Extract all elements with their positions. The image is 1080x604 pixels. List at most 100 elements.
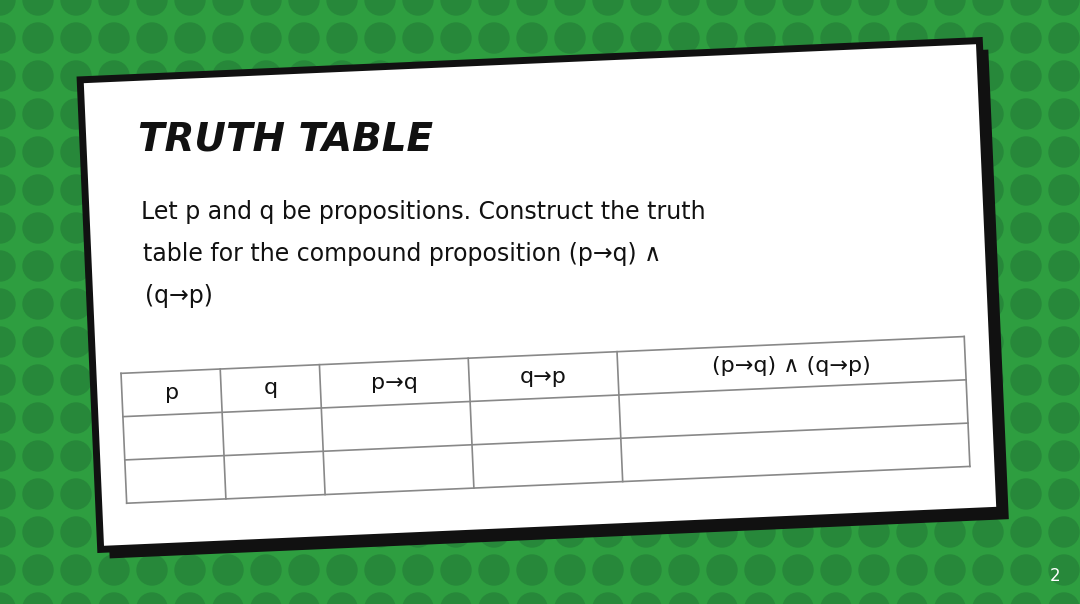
Circle shape [251,479,281,509]
Circle shape [213,479,243,509]
Circle shape [859,403,889,433]
Circle shape [593,593,623,604]
Circle shape [897,327,927,357]
Circle shape [480,365,509,395]
Circle shape [137,99,167,129]
Circle shape [935,555,966,585]
Circle shape [935,213,966,243]
Circle shape [783,403,813,433]
Circle shape [289,61,319,91]
Circle shape [1011,441,1041,471]
Circle shape [669,403,699,433]
Circle shape [175,365,205,395]
Circle shape [480,593,509,604]
Circle shape [745,365,775,395]
Circle shape [23,23,53,53]
Circle shape [365,555,395,585]
Circle shape [1011,61,1041,91]
Text: 2: 2 [1050,567,1059,585]
Circle shape [973,365,1003,395]
Circle shape [973,61,1003,91]
Circle shape [555,403,585,433]
Circle shape [821,403,851,433]
Circle shape [23,175,53,205]
Circle shape [480,137,509,167]
Circle shape [593,251,623,281]
Circle shape [973,23,1003,53]
Circle shape [1011,213,1041,243]
Circle shape [973,251,1003,281]
Circle shape [213,23,243,53]
Circle shape [821,175,851,205]
Circle shape [1049,441,1079,471]
Circle shape [327,289,357,319]
Circle shape [441,251,471,281]
Circle shape [745,0,775,15]
Circle shape [1011,23,1041,53]
Circle shape [631,0,661,15]
Circle shape [897,213,927,243]
Circle shape [213,137,243,167]
Circle shape [821,327,851,357]
Circle shape [441,403,471,433]
Circle shape [137,213,167,243]
Circle shape [480,555,509,585]
Circle shape [593,61,623,91]
Circle shape [669,555,699,585]
Circle shape [99,61,129,91]
Circle shape [0,403,15,433]
Circle shape [821,479,851,509]
Circle shape [517,365,546,395]
Circle shape [821,593,851,604]
Circle shape [783,213,813,243]
Circle shape [289,175,319,205]
Circle shape [480,23,509,53]
Circle shape [1049,517,1079,547]
Circle shape [631,479,661,509]
Circle shape [897,0,927,15]
Circle shape [859,441,889,471]
Circle shape [783,175,813,205]
Circle shape [783,479,813,509]
Circle shape [1049,23,1079,53]
Circle shape [60,175,91,205]
Circle shape [327,0,357,15]
Circle shape [517,61,546,91]
Circle shape [327,403,357,433]
Circle shape [707,175,737,205]
Circle shape [821,0,851,15]
Circle shape [175,175,205,205]
Text: table for the compound proposition (p→q) ∧: table for the compound proposition (p→q)… [143,242,661,266]
Circle shape [403,441,433,471]
Circle shape [213,403,243,433]
Circle shape [480,441,509,471]
Circle shape [365,517,395,547]
Circle shape [973,137,1003,167]
Circle shape [707,99,737,129]
Circle shape [60,517,91,547]
Circle shape [555,23,585,53]
Circle shape [783,251,813,281]
Circle shape [935,99,966,129]
Circle shape [783,137,813,167]
Circle shape [441,593,471,604]
Circle shape [403,175,433,205]
Circle shape [707,403,737,433]
Circle shape [1049,61,1079,91]
Circle shape [593,403,623,433]
Circle shape [23,137,53,167]
Circle shape [403,251,433,281]
Circle shape [251,365,281,395]
Circle shape [859,479,889,509]
Circle shape [631,441,661,471]
Circle shape [745,441,775,471]
Circle shape [327,555,357,585]
Circle shape [441,213,471,243]
Circle shape [480,479,509,509]
Circle shape [251,251,281,281]
Circle shape [859,251,889,281]
Circle shape [60,137,91,167]
Circle shape [517,213,546,243]
Circle shape [707,251,737,281]
Circle shape [480,289,509,319]
